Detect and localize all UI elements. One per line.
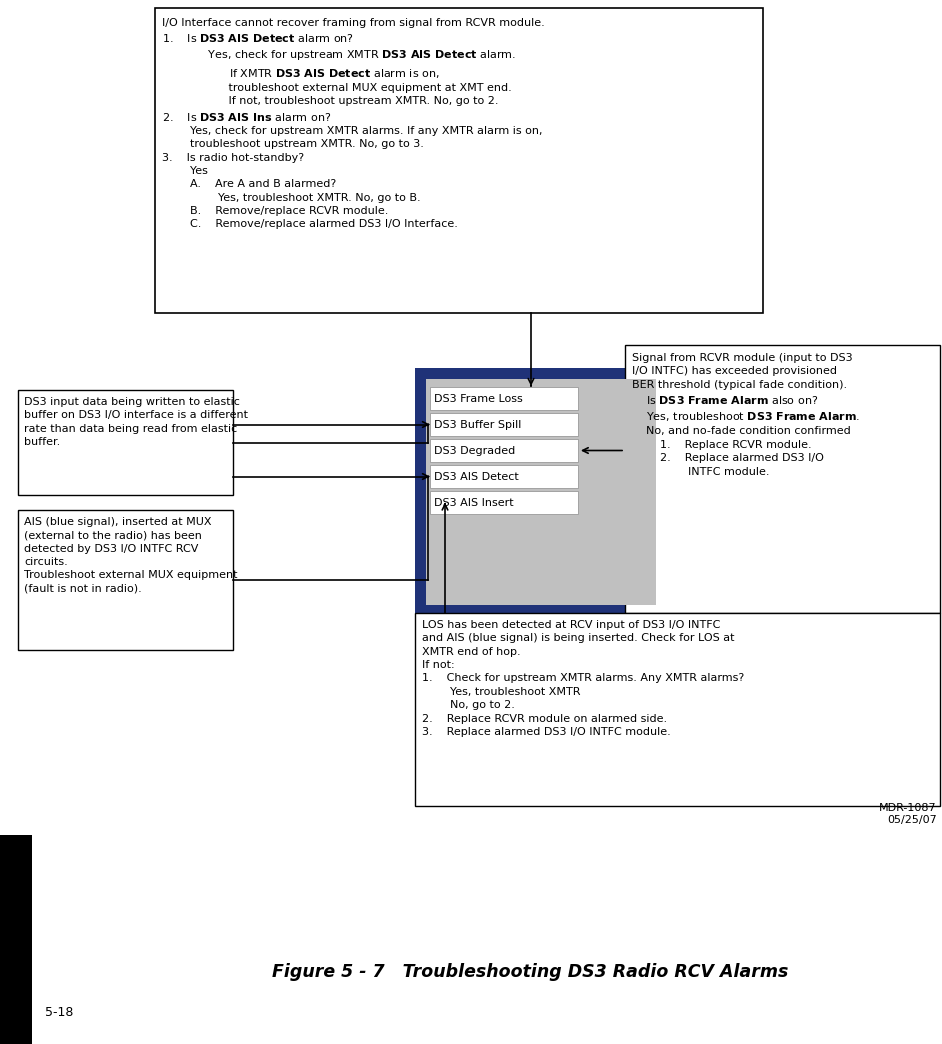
- Text: DS3 Degraded: DS3 Degraded: [434, 446, 515, 455]
- Bar: [155, 8, 763, 313]
- Text: DS3 Buffer Spill: DS3 Buffer Spill: [434, 420, 521, 429]
- Text: DS3 AIS Detect: DS3 AIS Detect: [434, 472, 519, 481]
- Text: DS3 input data being written to elastic
buffer on DS3 I/O interface is a differe: DS3 input data being written to elastic …: [24, 397, 248, 447]
- Bar: [625, 345, 940, 613]
- Bar: [430, 491, 578, 514]
- Bar: [18, 390, 233, 495]
- Bar: [430, 438, 578, 462]
- Bar: [430, 387, 578, 410]
- Text: DS3 Frame Loss: DS3 Frame Loss: [434, 394, 523, 403]
- Bar: [430, 413, 578, 436]
- Bar: [415, 613, 940, 806]
- Text: Signal from RCVR module (input to DS3
I/O INTFC) has exceeded provisioned
BER th: Signal from RCVR module (input to DS3 I/…: [632, 353, 860, 476]
- Bar: [18, 511, 233, 650]
- Bar: [0, 835, 32, 1044]
- Text: DS3 AIS Insert: DS3 AIS Insert: [434, 498, 513, 507]
- Text: AIS (blue signal), inserted at MUX
(external to the radio) has been
detected by : AIS (blue signal), inserted at MUX (exte…: [24, 517, 237, 594]
- Bar: [426, 379, 656, 606]
- Text: LOS has been detected at RCV input of DS3 I/O INTFC
and AIS (blue signal) is bei: LOS has been detected at RCV input of DS…: [422, 620, 744, 737]
- Text: 5-18: 5-18: [45, 1006, 73, 1020]
- Text: Figure 5 - 7   Troubleshooting DS3 Radio RCV Alarms: Figure 5 - 7 Troubleshooting DS3 Radio R…: [272, 963, 788, 981]
- Text: MDR-1087
05/25/07: MDR-1087 05/25/07: [880, 803, 937, 825]
- Bar: [415, 367, 667, 616]
- Bar: [430, 465, 578, 488]
- Text: I/O Interface cannot recover framing from signal from RCVR module.
1.    Is $\ma: I/O Interface cannot recover framing fro…: [162, 18, 544, 230]
